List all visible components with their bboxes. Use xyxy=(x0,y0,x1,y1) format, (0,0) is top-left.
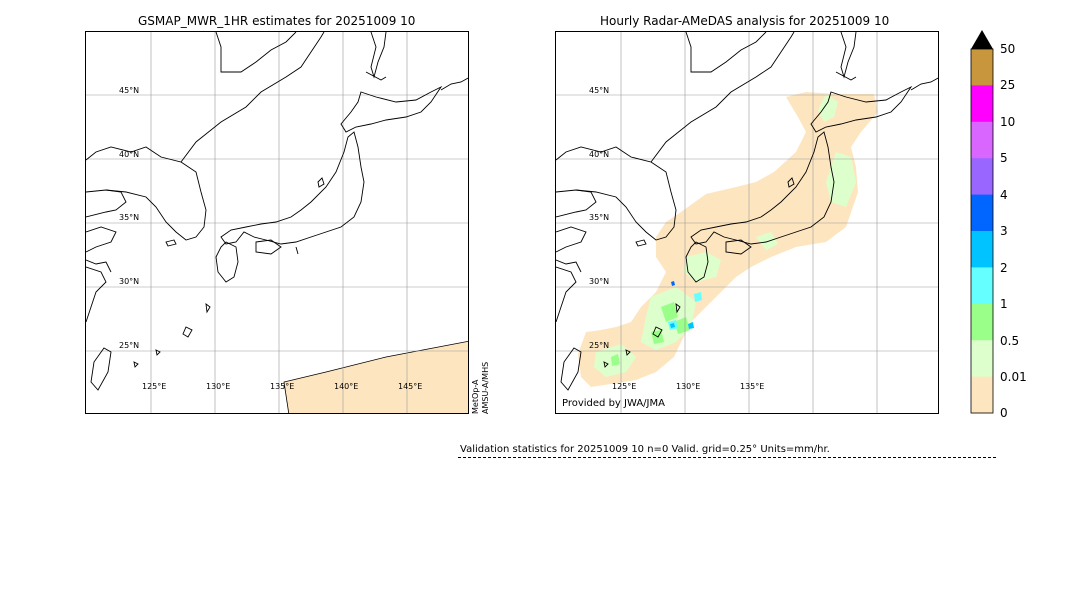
colorbar-label-0-01: 0.01 xyxy=(1000,370,1027,384)
right-lat-label-35: 35°N xyxy=(589,213,610,222)
graticule xyxy=(556,32,938,413)
colorbar xyxy=(970,30,994,414)
left-lon-label-135: 135°E xyxy=(270,382,295,391)
coastlines xyxy=(86,32,468,391)
left-lat-label-35: 35°N xyxy=(119,213,140,222)
left-lon-label-145: 145°E xyxy=(398,382,423,391)
satellite-swath-area xyxy=(283,340,468,413)
right-lat-label-30: 30°N xyxy=(589,277,610,286)
colorbar-extend-triangle xyxy=(971,30,993,49)
right-map-panel: 45°N 40°N 35°N 30°N 25°N 125°E 130°E 135… xyxy=(555,31,939,414)
right-map-svg xyxy=(556,32,938,413)
colorbar-segment xyxy=(971,376,993,414)
light-rain-areas xyxy=(594,94,856,377)
colorbar-segment xyxy=(971,340,993,378)
colorbar-segment xyxy=(971,49,993,86)
colorbar-label-3: 3 xyxy=(1000,224,1008,238)
graticule xyxy=(86,32,468,413)
colorbar-label-4: 4 xyxy=(1000,188,1008,202)
colorbar-label-0: 0 xyxy=(1000,406,1008,420)
colorbar-label-50: 50 xyxy=(1000,42,1016,56)
colorbar-segment xyxy=(971,158,993,196)
satellite-label-2: AMSU-A/MHS xyxy=(481,361,490,414)
right-lat-label-40: 40°N xyxy=(589,150,610,159)
colorbar-label-1: 1 xyxy=(1000,297,1008,311)
colorbar-label-10: 10 xyxy=(1000,115,1016,129)
validation-divider xyxy=(458,457,996,458)
colorbar-segment xyxy=(971,303,993,341)
colorbar-label-25: 25 xyxy=(1000,78,1016,92)
left-lat-label-45: 45°N xyxy=(119,86,140,95)
coastlines xyxy=(556,32,938,391)
very-heavy-rain-areas xyxy=(670,322,694,329)
colorbar-label-2: 2 xyxy=(1000,261,1008,275)
right-panel-title: Hourly Radar-AMeDAS analysis for 2025100… xyxy=(600,14,890,28)
left-lat-label-25: 25°N xyxy=(119,341,140,350)
left-panel-title: GSMAP_MWR_1HR estimates for 20251009 10 xyxy=(138,14,416,28)
left-lon-label-125: 125°E xyxy=(142,382,167,391)
satellite-label-1: MetOp-A xyxy=(471,379,480,414)
right-lon-label-125: 125°E xyxy=(612,382,637,391)
right-lon-label-130: 130°E xyxy=(676,382,701,391)
right-lat-label-45: 45°N xyxy=(589,86,610,95)
radar-coverage-area xyxy=(578,92,878,387)
colorbar-label-0-5: 0.5 xyxy=(1000,334,1020,348)
left-lat-label-40: 40°N xyxy=(119,150,140,159)
colorbar-segments xyxy=(971,49,993,414)
colorbar-segment xyxy=(971,194,993,232)
provided-by-label: Provided by JWA/JMA xyxy=(562,398,665,409)
intense-rain-areas xyxy=(671,281,675,286)
left-lon-label-140: 140°E xyxy=(334,382,359,391)
colorbar-frame xyxy=(970,48,994,414)
left-map-svg xyxy=(86,32,468,413)
left-map-panel: 45°N 40°N 35°N 30°N 25°N 125°E 130°E 135… xyxy=(85,31,469,414)
left-lon-label-130: 130°E xyxy=(206,382,231,391)
right-lon-label-135: 135°E xyxy=(740,382,765,391)
colorbar-segment xyxy=(971,85,993,123)
colorbar-segment xyxy=(971,267,993,305)
right-lat-label-25: 25°N xyxy=(589,341,610,350)
colorbar-label-5: 5 xyxy=(1000,151,1008,165)
colorbar-segment xyxy=(971,121,993,159)
left-lat-label-30: 30°N xyxy=(119,277,140,286)
colorbar-segment xyxy=(971,231,993,268)
validation-statistics: Validation statistics for 20251009 10 n=… xyxy=(460,444,830,455)
